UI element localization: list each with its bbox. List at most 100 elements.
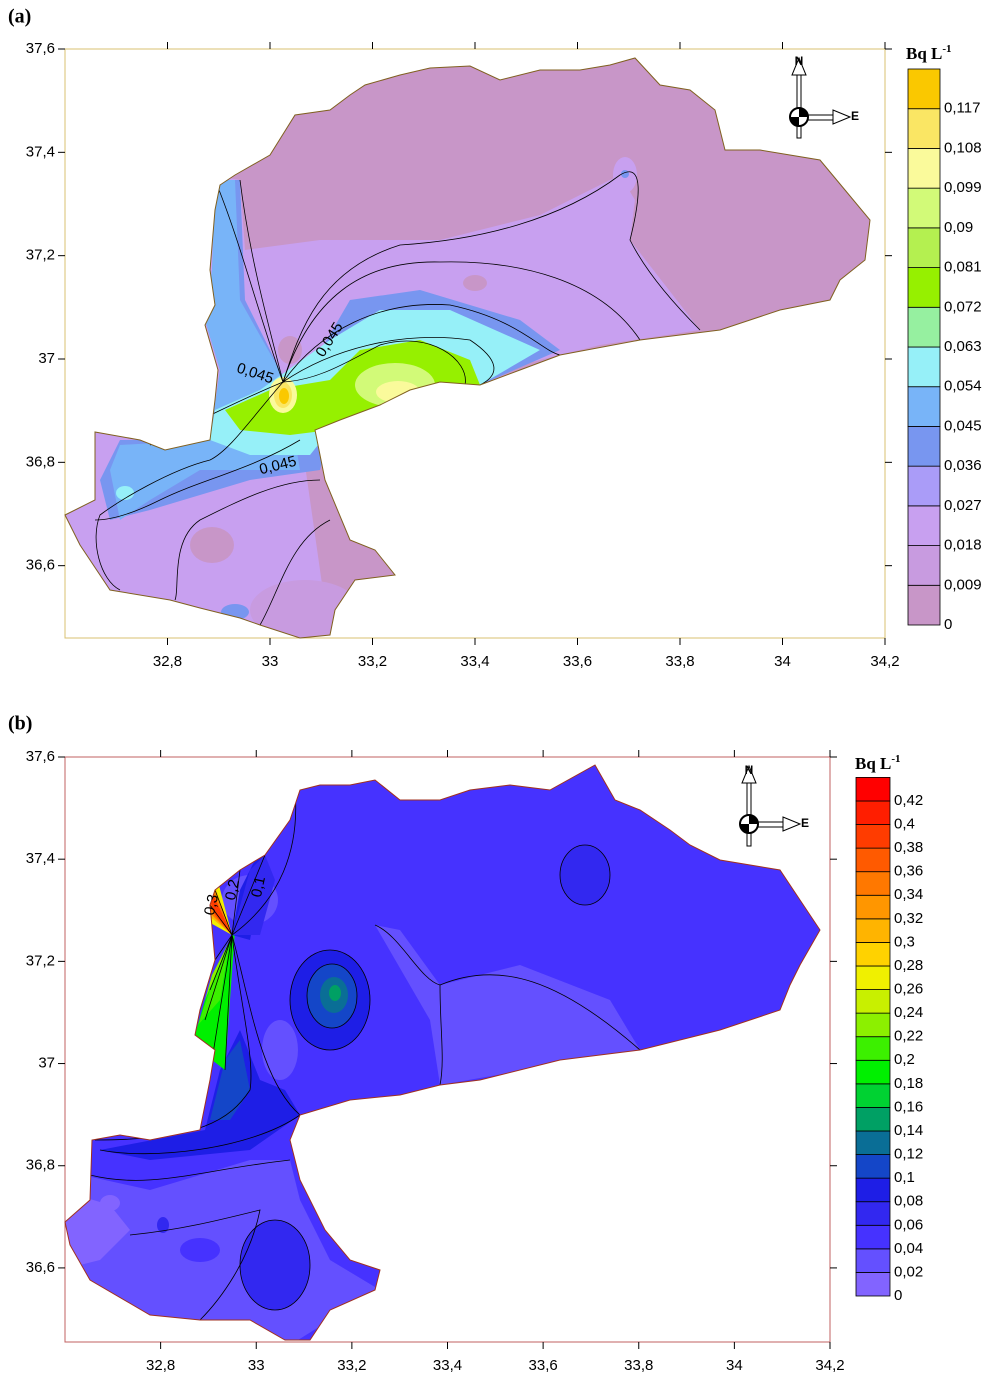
y-tick-label: 37: [38, 1055, 55, 1072]
colorbar-band: [907, 227, 941, 268]
colorbar-band: [907, 386, 941, 427]
colorbar-label: 0,34: [894, 886, 923, 903]
x-tick-label: 33,2: [337, 1357, 366, 1374]
panel-label: (a): [8, 6, 31, 28]
colorbar-band: [855, 1154, 891, 1179]
colorbar-band: [907, 187, 941, 229]
y-tick-label: 37,4: [26, 143, 55, 160]
colorbar-band: [855, 1224, 891, 1250]
colorbar-band: [855, 965, 891, 990]
colorbar-band: [907, 108, 941, 149]
x-tick-label: 33,8: [624, 1357, 653, 1374]
unit-power: -1: [891, 753, 900, 765]
colorbar-label: 0,12: [894, 1146, 923, 1163]
compass: N E: [739, 763, 809, 847]
y-tick-label: 37,2: [26, 952, 55, 969]
colorbar-label: 0,32: [894, 910, 923, 927]
colorbar-band: [855, 942, 891, 967]
x-tick-label: 33,4: [433, 1357, 462, 1374]
y-tick-label: 37,4: [26, 850, 55, 867]
compass-east: E: [851, 109, 859, 123]
x-tick-label: 33,6: [563, 653, 592, 670]
colorbar-label: 0,1: [894, 1169, 915, 1186]
colorbar-label: 0,04: [894, 1240, 923, 1257]
colorbar-band: [907, 545, 941, 586]
colorbar-label: 0: [944, 616, 952, 633]
colorbar-band: [907, 68, 941, 110]
x-tick-label: 33,8: [665, 653, 694, 670]
colorbar-label: 0,081: [944, 259, 982, 276]
x-tick-label: 33: [248, 1357, 265, 1374]
map-b: N E: [64, 756, 831, 1343]
colorbar-label: 0,26: [894, 981, 923, 998]
colorbar-band: [855, 1177, 891, 1203]
x-tick-label: 33,2: [358, 653, 387, 670]
colorbar-label: 0,4: [894, 816, 915, 833]
panel-label: (b): [8, 713, 32, 735]
colorbar-band: [855, 1107, 891, 1132]
colorbar-band: [855, 847, 891, 873]
y-tick-label: 37: [38, 350, 55, 367]
contour-label: 0,2: [222, 878, 243, 902]
colorbar-band: [907, 505, 941, 546]
colorbar-label: 0,009: [944, 576, 982, 593]
colorbar-label: 0,108: [944, 139, 982, 156]
colorbar-band: [855, 800, 891, 825]
y-tick-label: 37,2: [26, 247, 55, 264]
colorbar-label: 0,14: [894, 1122, 923, 1139]
compass-north: N: [795, 54, 804, 68]
colorbar-label: 0,2: [894, 1051, 915, 1068]
colorbar-band: [855, 1036, 891, 1061]
colorbar-label: 0,06: [894, 1216, 923, 1233]
colorbar-band: [855, 894, 891, 920]
colorbar-label: 0,02: [894, 1263, 923, 1280]
colorbar-band: [855, 1248, 891, 1273]
colorbar-band: [855, 824, 891, 849]
colorbar-band: [855, 1272, 891, 1297]
colorbar-label: 0,018: [944, 537, 982, 554]
compass: N E: [789, 54, 859, 139]
colorbar-label: 0,24: [894, 1004, 923, 1021]
y-tick-label: 36,8: [26, 1157, 55, 1174]
colorbar-band: [907, 584, 941, 626]
colorbar-band: [907, 267, 941, 308]
x-tick-label: 33: [262, 653, 279, 670]
colorbar-band: [855, 1083, 891, 1108]
colorbar-band: [855, 1130, 891, 1155]
y-tick-label: 37,6: [26, 748, 55, 765]
x-tick-label: 34: [774, 653, 791, 670]
colorbar-band: [855, 871, 891, 896]
colorbar-label: 0,18: [894, 1075, 923, 1092]
x-tick-label: 34,2: [815, 1357, 844, 1374]
colorbar-band: [855, 989, 891, 1014]
colorbar-label: 0,045: [944, 417, 982, 434]
y-tick-label: 36,6: [26, 557, 55, 574]
compass-north: N: [745, 763, 754, 777]
compass-east: E: [801, 816, 809, 830]
contour-label: 0,3: [201, 893, 222, 917]
x-tick-label: 33,6: [529, 1357, 558, 1374]
colorbar-label: 0,036: [944, 457, 982, 474]
x-tick-label: 34,2: [870, 653, 899, 670]
colorbar-band: [855, 777, 891, 802]
colorbar-band: [855, 918, 891, 943]
colorbar-label: 0,3: [894, 933, 915, 950]
map-a: N E: [64, 48, 886, 639]
colorbar-label: 0,22: [894, 1028, 923, 1045]
colorbar-label: 0,027: [944, 497, 982, 514]
x-tick-label: 34: [726, 1357, 743, 1374]
colorbar-label: 0,36: [894, 863, 923, 880]
x-tick-label: 32,8: [153, 653, 182, 670]
colorbar-band: [855, 1059, 891, 1085]
colorbar-label: 0,072: [944, 298, 982, 315]
colorbar-label: 0,054: [944, 378, 982, 395]
colorbar-label: 0,38: [894, 839, 923, 856]
colorbar-band: [855, 1201, 891, 1226]
colorbar-unit: Bq L-1: [906, 43, 952, 63]
colorbar-label: 0,117: [944, 100, 980, 117]
colorbar-label: 0: [894, 1287, 902, 1304]
x-tick-label: 33,4: [460, 653, 489, 670]
x-tick-label: 32,8: [146, 1357, 175, 1374]
y-tick-label: 36,6: [26, 1259, 55, 1276]
